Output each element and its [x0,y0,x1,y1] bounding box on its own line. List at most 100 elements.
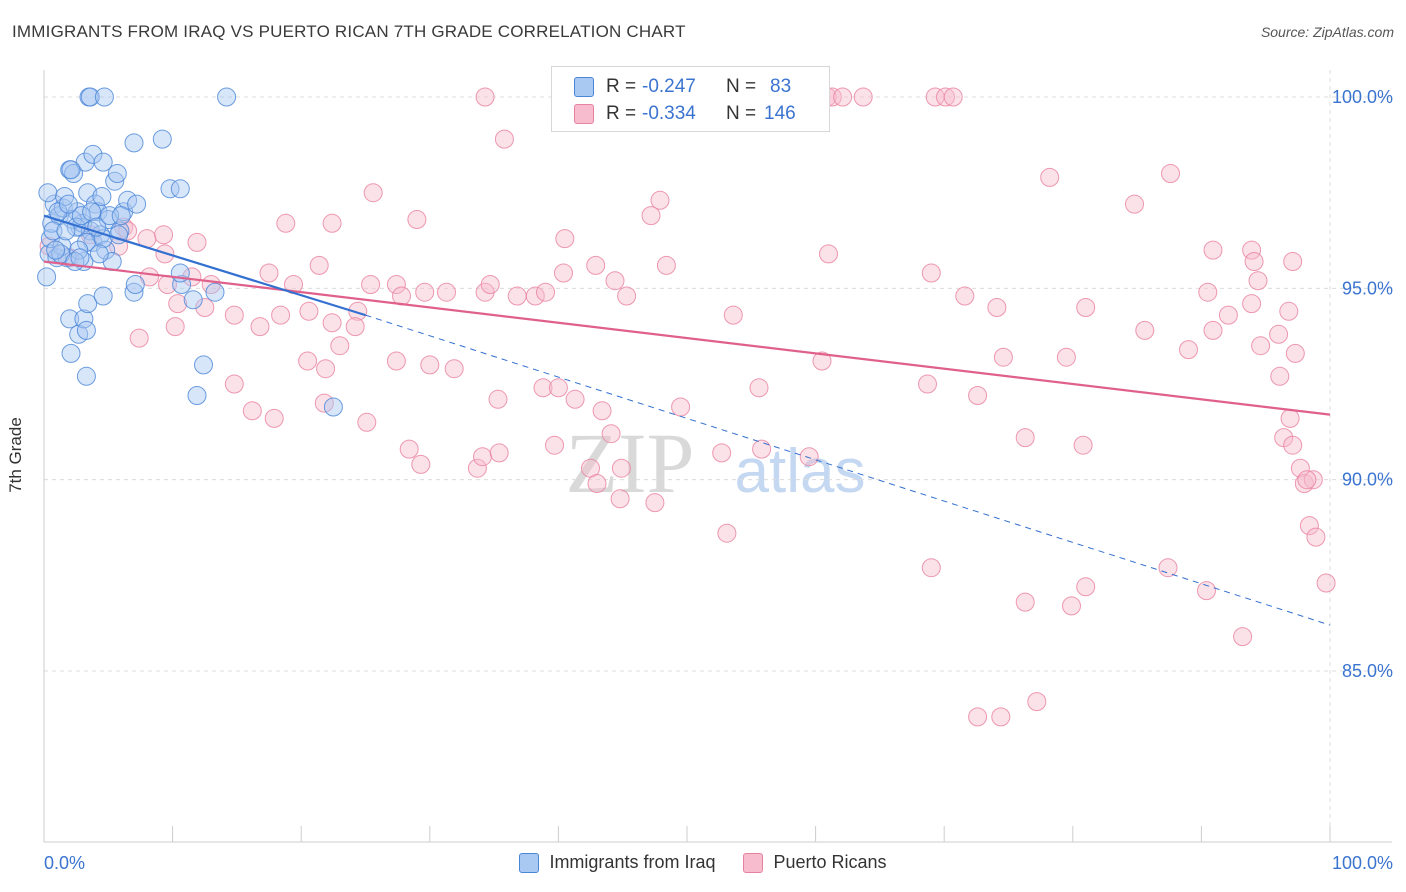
legend-label-puerto-rican: Puerto Ricans [773,852,887,872]
point-iraq [78,183,98,203]
point-puerto-rican [1283,435,1303,455]
point-puerto-rican [357,412,377,432]
point-puerto-rican [601,424,621,444]
point-puerto-rican [314,393,334,413]
point-puerto-rican [1015,428,1035,448]
point-puerto-rican [1269,324,1289,344]
point-puerto-rican [1135,320,1155,340]
point-puerto-rican [554,263,573,283]
point-iraq [187,386,207,405]
point-puerto-rican [195,298,215,317]
point-puerto-rican [345,317,365,337]
r-value-puerto-rican: -0.334 [642,103,696,124]
point-iraq [76,366,96,386]
legend-swatch-puerto-rican [743,852,764,873]
point-puerto-rican [586,255,606,275]
stats-legend: R = -0.247 N = 83 R = -0.334 N = 146 [551,66,830,132]
n-value-puerto-rican: 146 [764,103,796,124]
point-iraq [100,206,120,226]
tick-labels: 85.0% 90.0% 95.0% 100.0% 0.0% 100.0% [44,87,1393,873]
point-iraq [64,164,84,183]
point-puerto-rican [507,286,527,306]
point-puerto-rican [943,87,963,107]
stats-row-iraq: R = -0.247 N = 83 [574,75,791,99]
point-puerto-rican [1015,592,1035,612]
point-puerto-rican [264,408,284,428]
point-puerto-rican [1198,282,1218,302]
point-puerto-rican [1158,558,1178,578]
point-iraq [43,221,63,241]
point-puerto-rican [1027,692,1047,712]
point-puerto-rican [1316,573,1336,593]
point-iraq [40,229,60,249]
point-puerto-rican [605,271,625,291]
point-iraq [92,187,112,206]
point-puerto-rican [1197,581,1216,601]
point-puerto-rican [271,305,291,325]
point-puerto-rican [671,397,691,417]
point-puerto-rican [587,474,607,493]
point-iraq [80,87,100,107]
point-iraq [46,240,66,260]
watermark-atlas: atlas [735,437,866,506]
point-puerto-rican [1285,343,1305,363]
point-puerto-rican [399,439,419,459]
point-puerto-rican [420,355,440,375]
legend-swatch-iraq [519,852,540,873]
point-iraq [160,179,180,199]
point-puerto-rican [525,286,545,306]
point-iraq [205,282,225,302]
point-iraq [125,275,145,294]
point-puerto-rican [187,232,207,252]
point-puerto-rican [1203,240,1223,260]
point-puerto-rican [250,317,270,337]
point-iraq [38,183,58,203]
n-value-iraq: 83 [770,76,792,97]
point-puerto-rican [968,386,988,405]
swatch-puerto-rican [574,104,594,124]
legend-item-puerto-rican[interactable]: Puerto Ricans [743,852,887,873]
point-puerto-rican [749,378,769,398]
swatch-iraq [574,77,594,97]
point-iraq [60,309,80,329]
point-iraq [76,320,96,340]
point-puerto-rican [536,282,555,302]
point-iraq [83,144,103,164]
point-puerto-rican [1062,596,1081,616]
point-puerto-rican [936,87,955,107]
point-puerto-rican [1218,305,1238,325]
point-iraq [124,133,144,153]
point-puerto-rican [1297,470,1317,490]
point-puerto-rican [480,275,500,294]
x-tick-label: 0.0% [44,853,85,873]
point-iraq [93,152,113,172]
point-puerto-rican [1248,271,1268,291]
point-puerto-rican [489,443,509,463]
point-puerto-rican [723,305,743,325]
point-puerto-rican [812,351,832,371]
point-puerto-rican [411,454,431,474]
point-puerto-rican [276,213,296,233]
point-puerto-rican [316,359,336,379]
point-iraq [58,194,78,214]
point-puerto-rican [921,263,941,283]
legend-item-iraq[interactable]: Immigrants from Iraq [519,852,715,873]
point-puerto-rican [1076,298,1096,317]
point-puerto-rican [1203,320,1223,340]
point-iraq [69,240,89,260]
point-puerto-rican [473,447,492,467]
point-puerto-rican [918,374,937,394]
point-puerto-rican [991,707,1011,727]
point-puerto-rican [224,374,244,394]
point-iraq [107,164,127,183]
point-puerto-rican [1242,294,1262,314]
point-puerto-rican [1233,627,1253,647]
point-puerto-rican [717,523,737,543]
point-puerto-rican [1299,516,1319,536]
point-puerto-rican [533,378,553,398]
trend-line-iraq [43,214,366,317]
point-puerto-rican [1125,194,1144,214]
axes [43,70,1392,843]
point-puerto-rican [752,439,772,459]
point-puerto-rican [407,210,427,229]
